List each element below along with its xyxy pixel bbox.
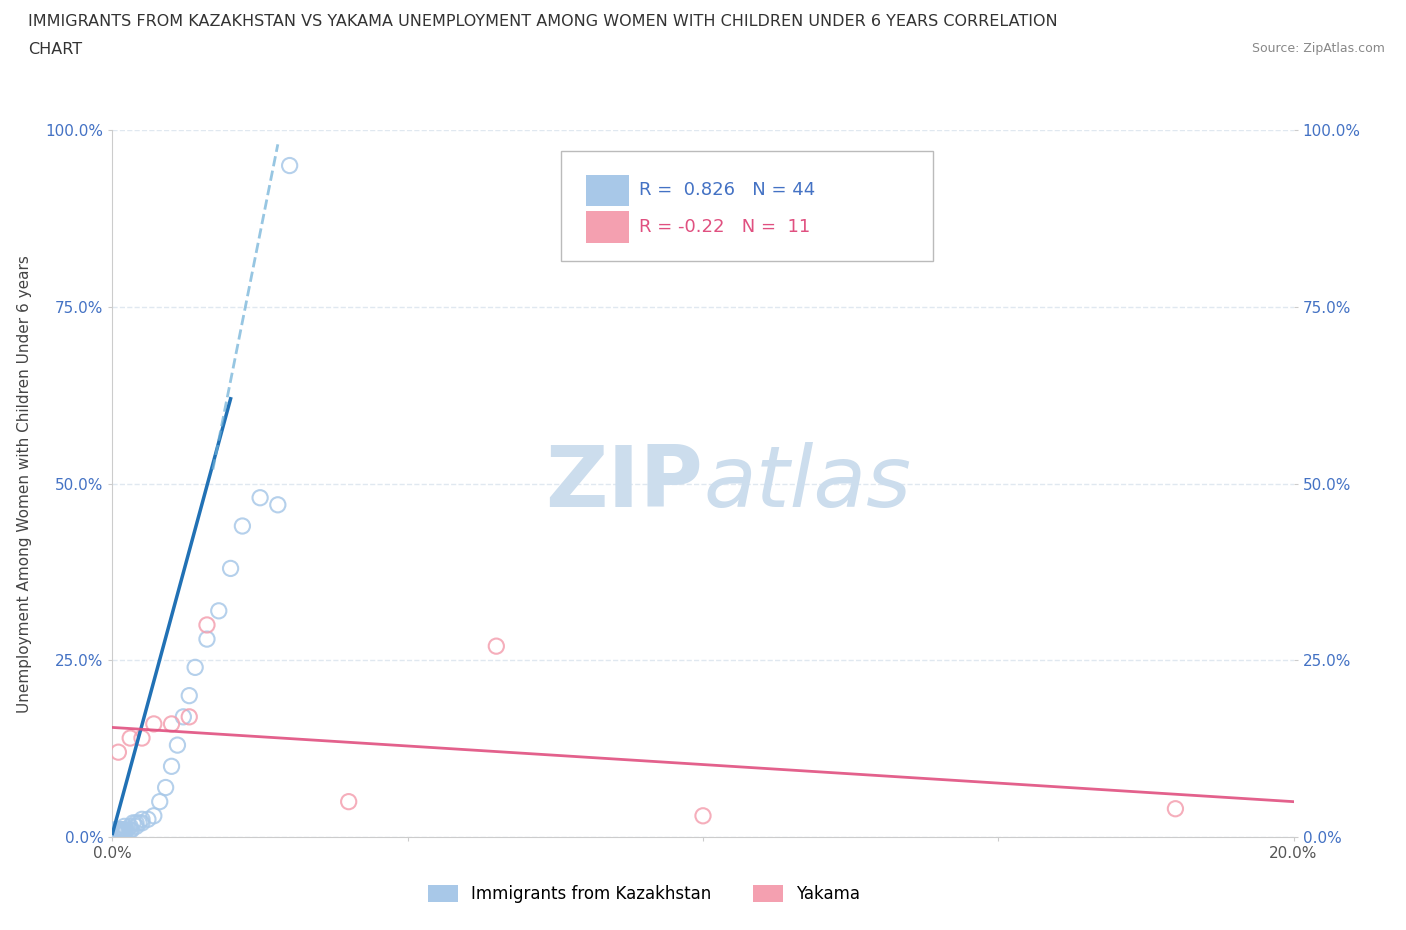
Point <box>136 812 159 827</box>
Point <box>1164 802 1187 817</box>
Text: R =  0.826   N = 44: R = 0.826 N = 44 <box>640 181 815 199</box>
Point <box>110 826 132 841</box>
Point <box>692 808 714 823</box>
Point <box>219 561 242 576</box>
Point <box>172 710 194 724</box>
Point <box>112 826 135 841</box>
Point <box>120 822 142 837</box>
Point <box>166 737 188 752</box>
Point <box>107 822 129 837</box>
Point <box>131 731 153 746</box>
Legend: Immigrants from Kazakhstan, Yakama: Immigrants from Kazakhstan, Yakama <box>420 879 868 910</box>
Point <box>125 816 148 830</box>
Point <box>160 716 183 731</box>
Point <box>149 794 172 809</box>
Point <box>142 808 165 823</box>
Text: CHART: CHART <box>28 42 82 57</box>
Point <box>104 822 127 837</box>
Point <box>267 498 290 512</box>
Point <box>208 604 231 618</box>
Point <box>142 716 165 731</box>
Point <box>179 688 201 703</box>
Point <box>155 780 177 795</box>
Point <box>120 819 142 834</box>
FancyBboxPatch shape <box>561 152 934 261</box>
Point <box>485 639 508 654</box>
Point <box>112 822 135 837</box>
Point <box>195 631 218 646</box>
Point <box>179 710 201 724</box>
Point <box>117 822 138 837</box>
Y-axis label: Unemployment Among Women with Children Under 6 years: Unemployment Among Women with Children U… <box>17 255 31 712</box>
Point <box>131 816 153 830</box>
Text: R = -0.22   N =  11: R = -0.22 N = 11 <box>640 218 810 236</box>
Point <box>105 826 128 841</box>
Point <box>122 816 145 830</box>
FancyBboxPatch shape <box>586 211 628 243</box>
Point <box>107 745 129 760</box>
Text: IMMIGRANTS FROM KAZAKHSTAN VS YAKAMA UNEMPLOYMENT AMONG WOMEN WITH CHILDREN UNDE: IMMIGRANTS FROM KAZAKHSTAN VS YAKAMA UNE… <box>28 14 1057 29</box>
Point <box>114 822 136 837</box>
Point <box>160 759 183 774</box>
Point <box>131 812 153 827</box>
Point <box>111 822 134 837</box>
Point <box>108 822 131 837</box>
Point <box>108 826 131 841</box>
Point <box>105 826 128 841</box>
Point <box>128 816 150 830</box>
Text: atlas: atlas <box>703 442 911 525</box>
Point <box>184 660 207 675</box>
Point <box>108 822 131 837</box>
Point <box>112 822 135 837</box>
Text: ZIP: ZIP <box>546 442 703 525</box>
Point <box>110 822 132 837</box>
Point <box>125 819 148 834</box>
Point <box>111 826 134 841</box>
Point <box>249 490 271 505</box>
Point <box>112 819 135 834</box>
FancyBboxPatch shape <box>586 175 628 206</box>
Point <box>337 794 360 809</box>
Text: Source: ZipAtlas.com: Source: ZipAtlas.com <box>1251 42 1385 55</box>
Point <box>195 618 218 632</box>
Point <box>103 822 125 837</box>
Point <box>278 158 301 173</box>
Point <box>120 822 142 837</box>
Point <box>107 826 129 841</box>
Point <box>120 731 142 746</box>
Point <box>231 519 253 534</box>
